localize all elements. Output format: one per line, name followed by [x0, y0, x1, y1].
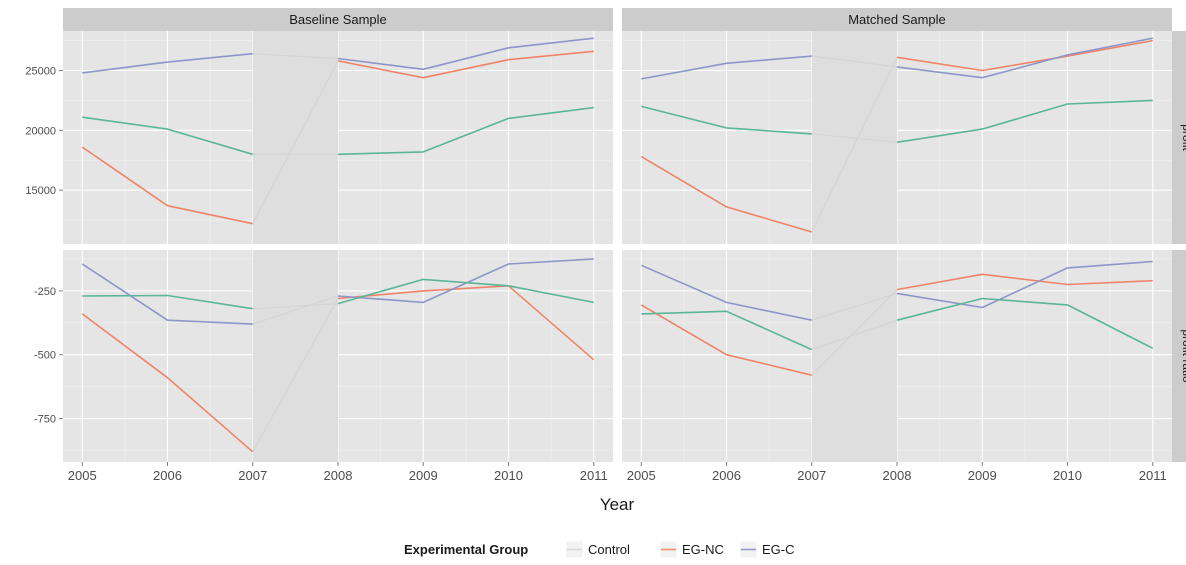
y-tick-label: -750 [34, 414, 56, 426]
facet-row-strip [1172, 250, 1186, 462]
x-tick-label: 2009 [968, 468, 997, 483]
series-line-green [896, 297, 1154, 350]
series-gap-line [252, 303, 339, 310]
x-tick-label: 2010 [494, 468, 523, 483]
series-line-green [896, 99, 1153, 144]
legend-label: EG-NC [682, 542, 724, 557]
x-tick-label: 2008 [883, 468, 912, 483]
series-line-eg-c [337, 37, 594, 71]
facet-header-strip [63, 8, 613, 31]
series-line-eg-c [81, 263, 253, 325]
x-tick-label: 2007 [238, 468, 267, 483]
series-gap-line [811, 133, 898, 143]
facet-column-label: Baseline Sample [289, 12, 387, 27]
series-gap-line [811, 289, 898, 376]
series-line-green [82, 294, 253, 310]
x-tick-label: 2006 [153, 468, 182, 483]
facet-row-label: profit ratio [1180, 329, 1186, 383]
x-tick-label: 2006 [712, 468, 741, 483]
x-tick-label: 2007 [797, 468, 826, 483]
series-line-eg-c [896, 37, 1153, 79]
period-gap-shade [811, 250, 897, 462]
series-gap-line [252, 53, 339, 60]
series-gap-line [252, 298, 339, 453]
series-line-eg-nc [81, 313, 254, 453]
series-line-green [337, 106, 594, 156]
x-tick-label: 2009 [409, 468, 438, 483]
series-line-green [641, 310, 813, 351]
y-tick-label: -250 [34, 286, 56, 298]
series-gap-line [811, 292, 898, 321]
series-line-eg-nc [640, 304, 812, 376]
series-line-eg-nc [81, 146, 253, 225]
y-tick-label: 25000 [25, 65, 56, 77]
series-line-eg-c [640, 264, 812, 321]
series-gap-line [252, 60, 339, 224]
series-line-eg-c [82, 52, 253, 74]
x-tick-label: 2010 [1053, 468, 1082, 483]
series-gap-line [811, 55, 898, 68]
y-tick-label: 15000 [25, 185, 56, 197]
legend-label: Control [588, 542, 630, 557]
series-line-eg-nc [337, 50, 594, 79]
series-line-eg-nc [896, 273, 1153, 291]
series-gap-line [811, 57, 898, 233]
series-line-eg-nc [640, 155, 813, 233]
x-tick-label: 2005 [627, 468, 656, 483]
series-line-eg-nc [896, 39, 1153, 72]
series-line-eg-nc [337, 284, 595, 361]
series-line-green [82, 116, 253, 156]
legend-title: Experimental Group [404, 542, 528, 557]
series-line-eg-c [641, 55, 812, 80]
facet-row-label: profit [1180, 124, 1186, 151]
y-tick-label: 20000 [25, 125, 56, 137]
period-gap-shade [252, 250, 338, 462]
facet-column-label: Matched Sample [848, 12, 946, 27]
x-tick-label: 2005 [68, 468, 97, 483]
facet-row-strip [1172, 31, 1186, 244]
x-tick-label: 2008 [324, 468, 353, 483]
series-gap-line [252, 295, 339, 325]
x-tick-label: 2011 [1139, 468, 1167, 483]
y-tick-label: -500 [34, 350, 56, 362]
legend-label: EG-C [762, 542, 795, 557]
x-tick-label: 2011 [580, 468, 608, 483]
series-gap-line [811, 319, 898, 351]
series-line-eg-c [896, 260, 1153, 309]
series-line-green [641, 105, 812, 135]
period-gap-shade [252, 31, 338, 244]
facet-header-strip [622, 8, 1172, 31]
x-axis-title: Year [600, 495, 635, 514]
series-line-green [337, 278, 594, 305]
